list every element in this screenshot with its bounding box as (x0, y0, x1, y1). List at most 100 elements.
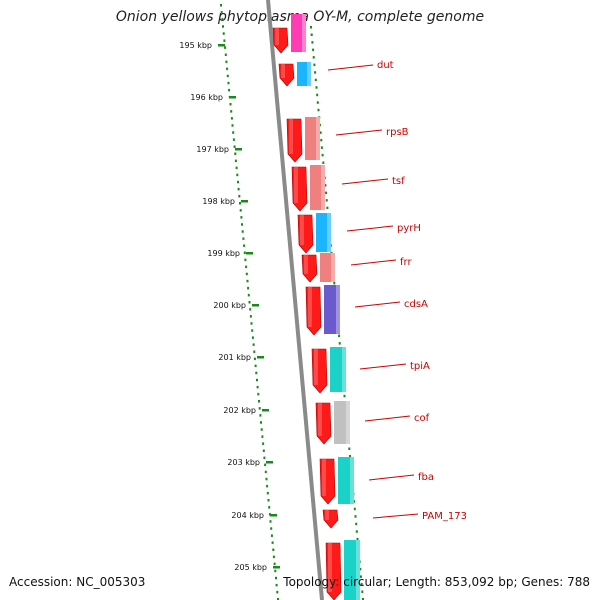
gc-dot (225, 60, 228, 64)
gc-dot (233, 145, 236, 148)
gene-category-box (344, 540, 360, 600)
gene-label-leader (368, 474, 415, 481)
gc-dot (266, 484, 269, 488)
gene-category-box (320, 253, 335, 282)
gc-dot (247, 293, 250, 297)
scale-tick-label: 195 kbp (179, 41, 212, 50)
gc-dot (255, 371, 258, 375)
scale-tick-label: 203 kbp (227, 458, 260, 467)
gc-dot (361, 590, 364, 593)
scale-tick-mark (266, 461, 273, 464)
gene[interactable] (322, 509, 339, 529)
gc-dot (241, 223, 243, 226)
gene-category-shade (327, 213, 331, 252)
gc-dot (272, 555, 275, 559)
gene-label[interactable]: fba (418, 472, 434, 483)
gc-dot (222, 32, 225, 35)
gene-category-box (324, 285, 340, 334)
gc-dot (263, 456, 266, 460)
gc-dot (267, 499, 270, 502)
gene-label[interactable]: tpiA (410, 361, 430, 372)
gene-arrow-highlight (325, 510, 329, 520)
gene[interactable] (311, 347, 346, 394)
gene-label[interactable]: frr (400, 257, 412, 268)
gc-dot (313, 63, 316, 67)
gene-label-leader (346, 225, 394, 232)
gc-dot (277, 598, 279, 600)
gc-dot (257, 392, 260, 396)
gene-label[interactable]: dut (377, 60, 394, 71)
gc-dot (243, 244, 246, 247)
gc-dot (354, 515, 357, 518)
gene[interactable] (286, 117, 320, 163)
gene-category-box (310, 165, 325, 210)
gc-dot (220, 11, 223, 14)
gc-dot (244, 258, 247, 262)
gene-label-leader (335, 129, 383, 136)
gc-dot (338, 334, 341, 338)
gene-arrow-highlight (308, 287, 312, 327)
gc-dot (325, 199, 328, 202)
gc-dot (221, 18, 224, 21)
scale-tick-label: 202 kbp (223, 406, 256, 415)
gene[interactable] (291, 165, 325, 212)
gene[interactable] (297, 213, 331, 254)
gene-label-leader (350, 259, 397, 266)
gc-dot (359, 567, 362, 571)
gene[interactable] (325, 540, 360, 600)
gc-dot (251, 336, 254, 339)
gene[interactable] (319, 457, 354, 505)
gc-dot (319, 131, 322, 134)
gene-category-box (305, 117, 320, 160)
gc-dot (232, 138, 235, 141)
gc-dot (236, 173, 239, 177)
gene-category-shade (331, 253, 335, 282)
gc-dot (320, 146, 323, 149)
gene-category-box (297, 62, 311, 86)
gc-dot (253, 350, 256, 353)
gc-dot (227, 81, 230, 85)
gc-dot (262, 449, 265, 452)
gc-dot (250, 322, 253, 325)
gene-labels: dut rpsB tsf pyrH frr cdsA tpiA cof fba PAM_173 (327, 60, 467, 522)
gene[interactable] (278, 62, 311, 87)
gc-dot (248, 301, 251, 304)
scale-tick-label: 199 kbp (207, 249, 240, 258)
gene-label[interactable]: rpsB (386, 127, 409, 138)
gene-arrow-highlight (318, 403, 322, 436)
gene-label[interactable]: PAM_173 (422, 511, 467, 522)
gc-dot (266, 491, 269, 495)
scale-tick-label: 204 kbp (231, 511, 264, 520)
gc-dot (270, 534, 273, 537)
gene[interactable] (301, 253, 335, 283)
scale-tick-label: 205 kbp (234, 563, 267, 572)
gc-dot (272, 548, 275, 551)
gc-dot (251, 329, 254, 332)
gene-label[interactable]: cdsA (404, 299, 428, 310)
gc-dot (314, 71, 317, 74)
scale-tick-mark (270, 514, 277, 517)
scale-tick-mark (262, 409, 269, 412)
gc-dot (356, 537, 359, 541)
gene-label[interactable]: cof (414, 413, 430, 424)
gene-category-shade (346, 401, 350, 444)
gene-category-shade (356, 540, 360, 600)
gene-category-shade (307, 62, 311, 86)
gene[interactable] (305, 285, 340, 336)
gene[interactable] (272, 14, 306, 54)
gc-dot (275, 583, 278, 587)
gene-label[interactable]: tsf (392, 176, 405, 187)
gc-dot (349, 455, 351, 458)
gc-dot (249, 315, 252, 318)
gc-dot (260, 421, 262, 424)
gene[interactable] (315, 401, 350, 445)
gc-dot (228, 88, 231, 92)
gc-dot (245, 265, 248, 269)
gc-dot (264, 470, 267, 474)
gene-label[interactable]: pyrH (397, 223, 421, 234)
gc-dot (246, 279, 249, 283)
topology-text: Topology: circular; Length: 853,092 bp; … (283, 575, 590, 589)
gc-dot (234, 152, 237, 155)
gc-dot (260, 428, 263, 431)
